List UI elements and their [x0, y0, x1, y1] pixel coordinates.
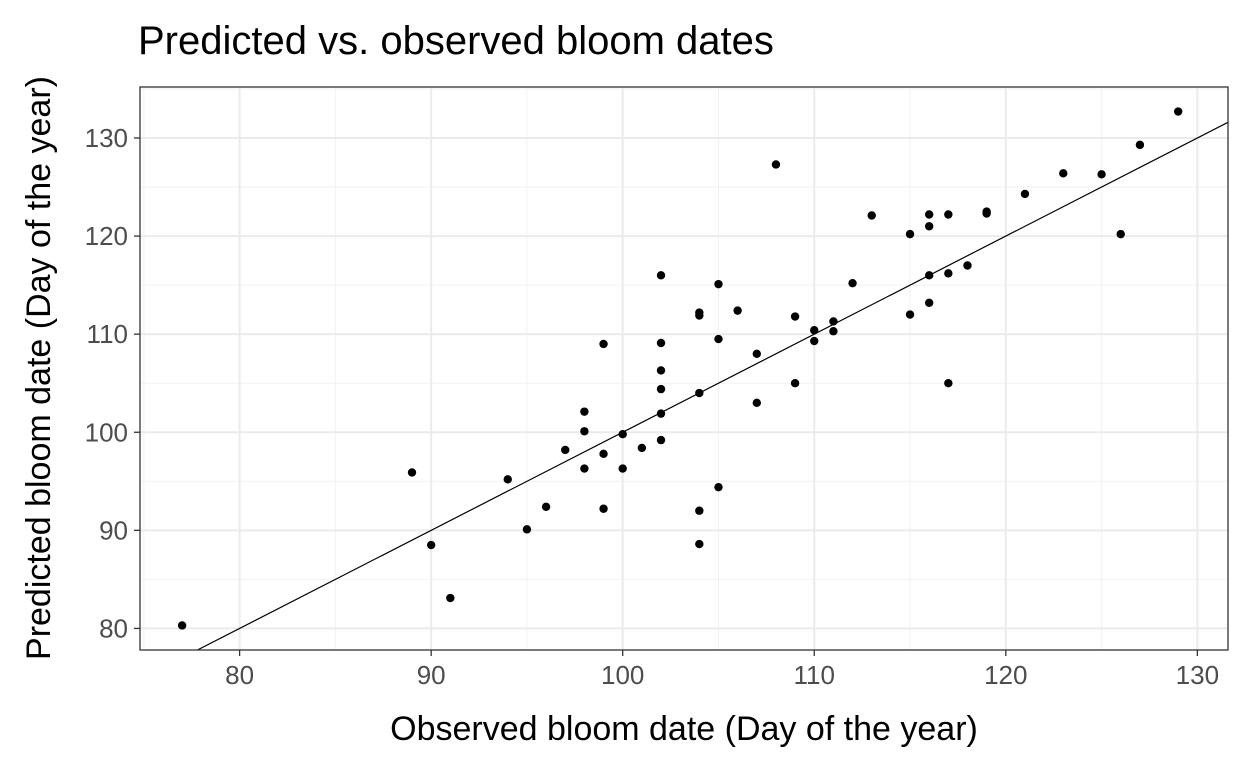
x-tick-label: 110 [794, 660, 835, 690]
data-point [541, 502, 551, 511]
y-tick-label: 130 [85, 123, 128, 153]
data-point [733, 306, 742, 315]
data-point [790, 379, 800, 388]
data-point [656, 384, 666, 394]
data-point [695, 311, 704, 320]
x-axis-ticks: 80 90 100 110 120 130 [225, 650, 1219, 690]
data-point [944, 269, 953, 278]
data-point [944, 379, 953, 388]
data-point [1173, 107, 1183, 116]
data-point [752, 349, 761, 358]
data-point [599, 339, 608, 349]
data-point [177, 621, 187, 630]
x-tick-label: 130 [1176, 660, 1219, 690]
data-point [656, 366, 666, 375]
y-axis-label: Predicted bloom date (Day of the year) [20, 76, 58, 660]
data-point [810, 336, 819, 346]
data-point [714, 482, 723, 492]
plot-panel-border [139, 86, 1229, 651]
x-tick-label: 90 [417, 660, 446, 690]
data-point [771, 160, 781, 169]
data-point [522, 525, 532, 534]
data-point [1116, 229, 1125, 239]
chart-title: Predicted vs. observed bloom dates [138, 19, 774, 63]
data-point [695, 506, 704, 515]
data-point [580, 464, 589, 473]
data-point [924, 222, 934, 231]
data-point [867, 211, 876, 220]
x-tick-label: 100 [601, 660, 644, 690]
data-point [695, 539, 704, 549]
x-axis-label: Observed bloom date (Day of the year) [390, 710, 978, 748]
data-point [1135, 140, 1145, 150]
data-point [656, 409, 666, 418]
x-tick-label: 120 [984, 660, 1027, 690]
data-point [561, 445, 570, 455]
data-point [829, 327, 838, 336]
data-point [848, 278, 857, 288]
data-point [580, 427, 589, 436]
data-point [905, 310, 915, 319]
data-point [407, 468, 417, 477]
major-gridlines [140, 87, 1228, 650]
data-point [426, 540, 436, 550]
data-point [963, 261, 972, 270]
minor-gridlines [140, 87, 1228, 650]
data-point [695, 388, 704, 398]
data-point [1059, 169, 1068, 178]
x-tick-label: 80 [225, 660, 254, 690]
y-tick-label: 80 [99, 613, 128, 643]
data-point [637, 443, 647, 453]
data-point [924, 298, 934, 307]
data-point [924, 210, 934, 219]
identity-line [197, 121, 1229, 651]
data-point [982, 209, 991, 218]
y-axis-ticks: 80 90 100 110 120 130 [85, 123, 140, 643]
data-point [446, 593, 455, 603]
data-point [599, 449, 608, 459]
y-tick-label: 90 [99, 515, 128, 545]
data-point [656, 338, 666, 348]
data-point [924, 271, 934, 280]
data-point [714, 279, 723, 289]
data-point [829, 317, 838, 326]
data-point [714, 334, 723, 344]
data-point [1020, 189, 1030, 199]
data-point [944, 210, 953, 219]
data-point [790, 312, 800, 321]
data-point [1097, 170, 1106, 179]
data-point [599, 504, 608, 513]
data-point [618, 430, 627, 439]
data-point [810, 326, 819, 335]
y-tick-label: 120 [85, 221, 128, 251]
data-point [905, 229, 915, 239]
data-point [656, 435, 666, 445]
data-point [618, 464, 627, 473]
data-points [177, 107, 1183, 630]
reference-line [197, 121, 1229, 651]
data-point [656, 271, 666, 280]
data-point [752, 398, 761, 408]
y-tick-label: 110 [87, 319, 128, 349]
data-point [580, 407, 589, 416]
data-point [503, 475, 512, 484]
y-tick-label: 100 [85, 417, 128, 447]
